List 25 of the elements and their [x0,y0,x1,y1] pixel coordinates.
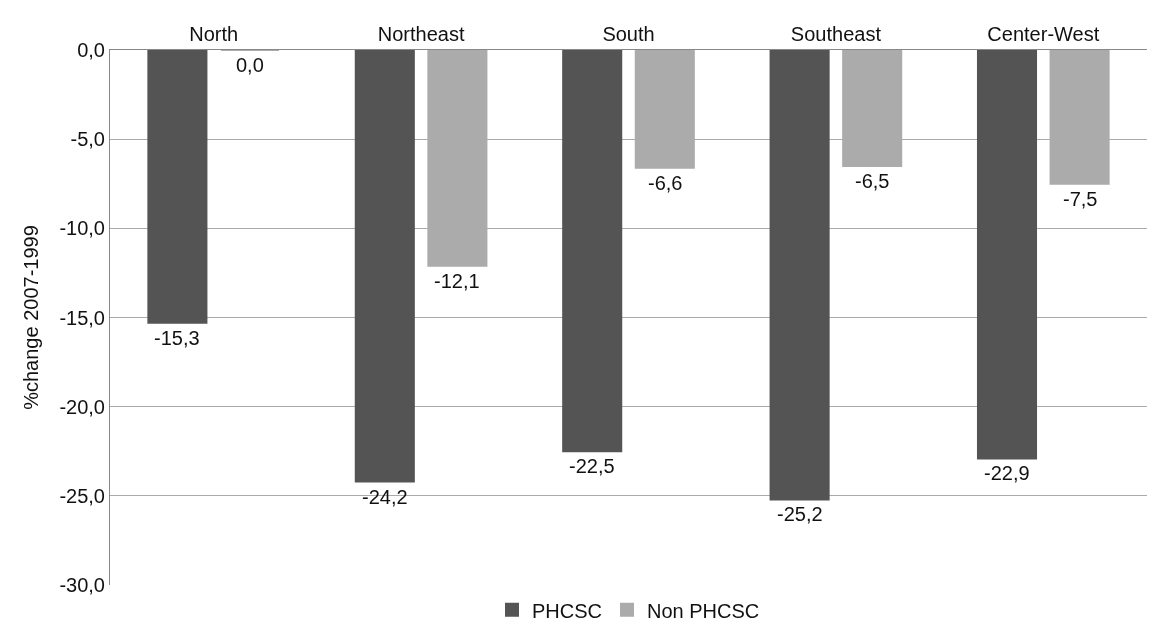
data-label: -7,5 [1063,188,1098,210]
data-label: -22,5 [569,455,615,477]
y-tick-label: -20,0 [59,395,105,418]
data-label: -24,2 [362,486,408,508]
data-label: -6,5 [855,170,890,192]
x-tick-label: Northeast [377,23,465,45]
data-label: -15,3 [154,327,200,349]
data-label: -22,9 [984,462,1030,484]
y-axis-title: %change 2007-1999 [19,225,42,410]
y-tick-label: -25,0 [59,484,105,507]
x-tick-label: North [189,23,239,45]
y-tick-label: -30,0 [59,574,105,596]
x-tick-label: Southeast [790,23,882,45]
y-tick-label: -15,0 [59,306,105,329]
legend-label: PHCSC [532,599,603,622]
x-tick-label: Center-West [987,23,1100,45]
y-tick-label: -10,0 [59,217,105,240]
data-label: 0,0 [236,54,264,76]
y-tick-label: 0,0 [77,39,105,61]
data-label: -6,6 [648,172,683,194]
x-tick-label: South [602,23,655,45]
data-label: -12,1 [434,270,480,292]
y-tick-label: -5,0 [70,128,105,151]
data-label: -25,2 [777,503,823,525]
legend-label: Non PHCSC [647,599,760,622]
